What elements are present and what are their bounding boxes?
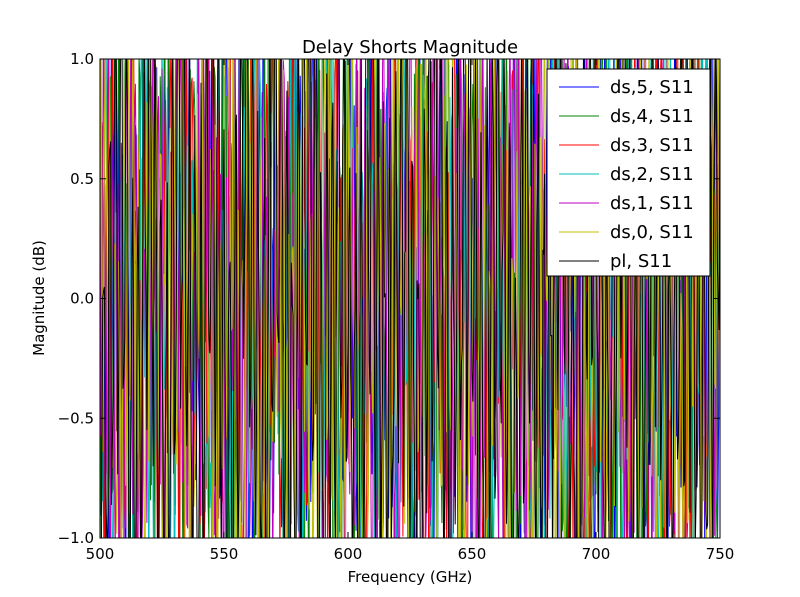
legend-label: ds,3, S11 — [610, 135, 694, 156]
series-line — [100, 59, 720, 538]
x-tick-label: 650 — [458, 545, 487, 563]
x-tick-label: 550 — [210, 545, 239, 563]
y-tick-label: 0.0 — [70, 290, 94, 308]
y-tick-label: −0.5 — [58, 409, 94, 427]
legend-box — [546, 68, 711, 277]
x-axis-title: Frequency (GHz) — [348, 568, 473, 586]
y-tick-label: 0.5 — [70, 170, 94, 188]
y-tick-label: −1.0 — [58, 529, 94, 547]
series-line — [100, 59, 720, 538]
legend: ds,5, S11 ds,4, S11 ds,3, S11 ds,2, S11 ds,1… — [546, 68, 711, 277]
series-line — [100, 59, 720, 538]
legend-label: pl, S11 — [610, 251, 672, 272]
y-tick-label: 1.0 — [70, 50, 94, 68]
x-tick-label: 750 — [706, 545, 735, 563]
series-line — [100, 59, 720, 538]
x-tick-label: 700 — [582, 545, 611, 563]
legend-label: ds,2, S11 — [610, 164, 694, 185]
x-tick-label: 600 — [334, 545, 363, 563]
y-axis-title: Magnitude (dB) — [30, 240, 48, 356]
legend-label: ds,1, S11 — [610, 193, 694, 214]
chart-title: Delay Shorts Magnitude — [302, 37, 518, 58]
legend-label: ds,5, S11 — [610, 77, 694, 98]
legend-label: ds,0, S11 — [610, 222, 694, 243]
legend-label: ds,4, S11 — [610, 106, 694, 127]
x-tick-label: 500 — [86, 545, 115, 563]
axis-ticks: 500 550 600 650 700 750 1.0 0.5 0.0 −0.5 −1.0 — [58, 50, 735, 563]
